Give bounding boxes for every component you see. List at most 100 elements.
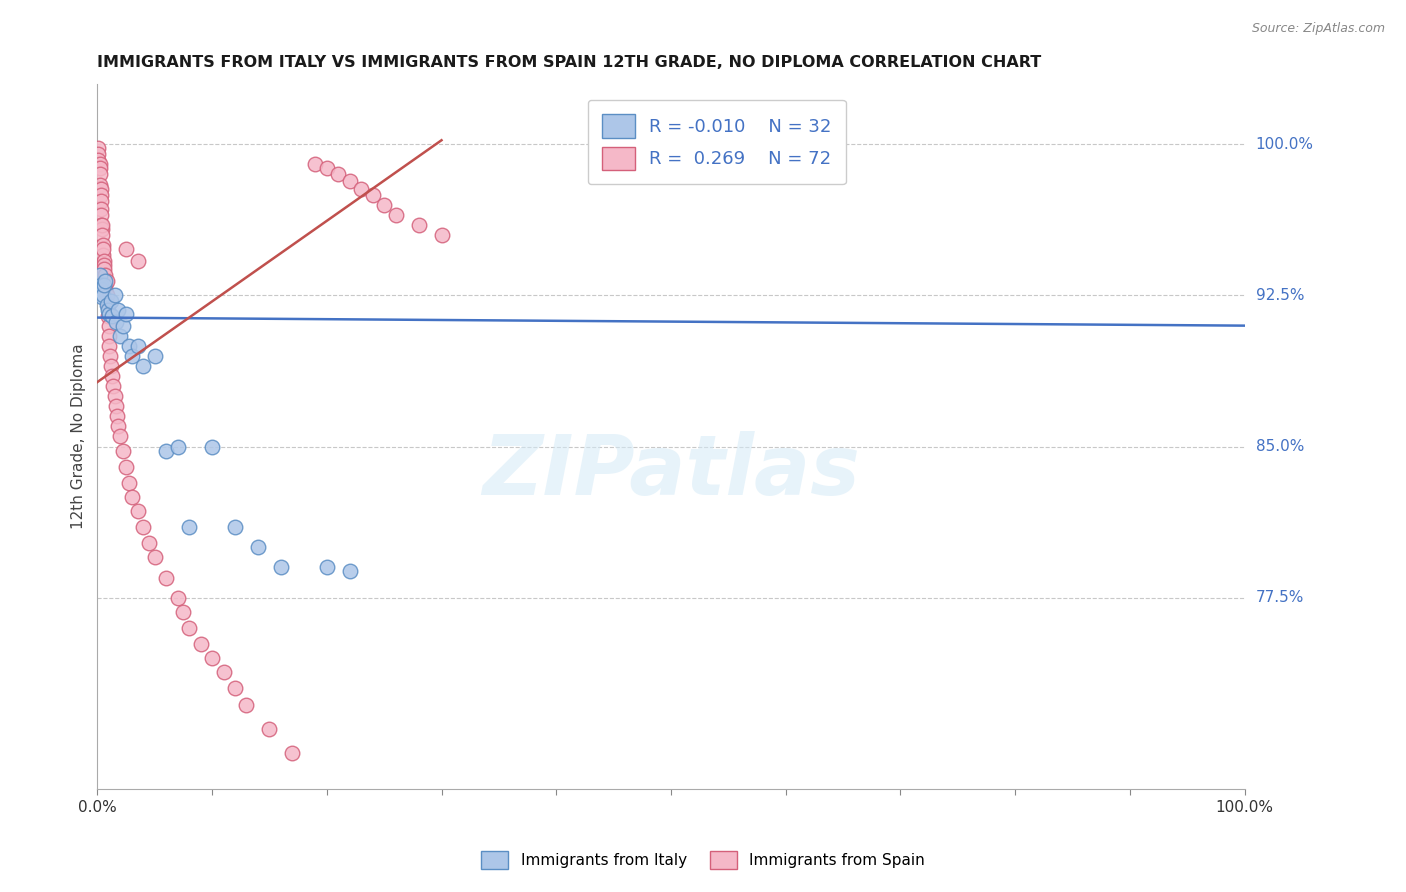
Point <box>166 440 188 454</box>
Point <box>105 409 128 424</box>
Text: 100.0%: 100.0% <box>1256 136 1313 152</box>
Point <box>90 187 112 202</box>
Point <box>328 168 350 182</box>
Point <box>259 722 281 736</box>
Point <box>96 274 118 288</box>
Point <box>121 490 143 504</box>
Point <box>121 349 143 363</box>
Point <box>127 504 149 518</box>
Point <box>90 218 112 232</box>
Point <box>94 282 117 296</box>
Point <box>103 389 125 403</box>
Point <box>90 202 112 216</box>
Point <box>97 309 120 323</box>
Point <box>115 242 138 256</box>
Point <box>97 302 120 317</box>
Point <box>96 288 118 302</box>
Point <box>201 651 224 665</box>
Legend: Immigrants from Italy, Immigrants from Spain: Immigrants from Italy, Immigrants from S… <box>475 845 931 875</box>
Point <box>100 294 122 309</box>
Point <box>384 208 406 222</box>
Point <box>103 288 125 302</box>
Point <box>89 268 111 283</box>
Point <box>91 238 114 252</box>
Point <box>94 278 117 293</box>
Point <box>110 328 132 343</box>
Point <box>91 218 114 232</box>
Text: 85.0%: 85.0% <box>1256 439 1303 454</box>
Legend: R = -0.010    N = 32, R =  0.269    N = 72: R = -0.010 N = 32, R = 0.269 N = 72 <box>588 100 846 185</box>
Point <box>143 550 166 565</box>
Point <box>235 698 257 712</box>
Point <box>315 161 337 176</box>
Point <box>373 198 395 212</box>
Point <box>90 181 112 195</box>
Point <box>93 262 115 277</box>
Point <box>93 258 115 272</box>
Point <box>94 274 117 288</box>
Point <box>98 349 121 363</box>
Point <box>87 153 110 168</box>
Point <box>91 242 114 256</box>
Point <box>111 443 134 458</box>
Point <box>212 665 235 680</box>
Point <box>138 536 160 550</box>
Point <box>132 520 155 534</box>
Point <box>97 339 120 353</box>
Text: 92.5%: 92.5% <box>1256 288 1305 303</box>
Point <box>339 565 361 579</box>
Point <box>91 222 114 236</box>
Point <box>172 605 194 619</box>
Point <box>96 298 118 312</box>
Text: IMMIGRANTS FROM ITALY VS IMMIGRANTS FROM SPAIN 12TH GRADE, NO DIPLOMA CORRELATIO: IMMIGRANTS FROM ITALY VS IMMIGRANTS FROM… <box>97 55 1042 70</box>
Point <box>246 541 269 555</box>
Point <box>101 369 124 384</box>
Point <box>89 168 111 182</box>
Point <box>179 621 201 635</box>
Point <box>155 570 177 584</box>
Point <box>143 349 166 363</box>
Point <box>91 248 114 262</box>
Point <box>93 254 115 268</box>
Point <box>155 443 177 458</box>
Point <box>89 157 111 171</box>
Point <box>101 309 124 323</box>
Point <box>104 315 127 329</box>
Point <box>179 520 201 534</box>
Point <box>91 227 114 242</box>
Point <box>93 278 115 293</box>
Point <box>339 173 361 187</box>
Point <box>111 318 134 333</box>
Point <box>430 227 453 242</box>
Point <box>107 419 129 434</box>
Point <box>304 157 326 171</box>
Point <box>118 475 141 490</box>
Point <box>94 268 117 283</box>
Point <box>115 307 138 321</box>
Point <box>87 147 110 161</box>
Point <box>224 520 246 534</box>
Point <box>104 399 127 413</box>
Point <box>270 560 292 574</box>
Point <box>90 194 112 208</box>
Point <box>201 440 224 454</box>
Text: ZIPatlas: ZIPatlas <box>482 431 860 512</box>
Point <box>281 746 304 760</box>
Point <box>115 459 138 474</box>
Point <box>190 637 212 651</box>
Point <box>132 359 155 373</box>
Point <box>100 359 122 373</box>
Point <box>97 328 120 343</box>
Point <box>350 181 373 195</box>
Point <box>361 187 384 202</box>
Point <box>90 278 112 293</box>
Point <box>97 298 120 312</box>
Text: Source: ZipAtlas.com: Source: ZipAtlas.com <box>1251 22 1385 36</box>
Point <box>89 178 111 192</box>
Point <box>90 282 112 296</box>
Point <box>97 307 120 321</box>
Point <box>97 318 120 333</box>
Point <box>224 681 246 696</box>
Point <box>166 591 188 605</box>
Point <box>110 429 132 443</box>
